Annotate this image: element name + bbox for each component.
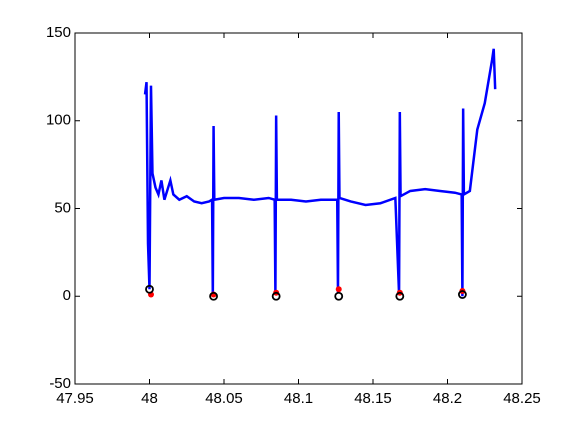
circle-marker	[145, 284, 154, 294]
circle-marker	[209, 291, 218, 301]
y-tick-label: -50	[49, 375, 71, 392]
x-tick-label: 48.25	[503, 390, 541, 407]
dot-marker	[335, 286, 342, 293]
y-tick-label: 50	[54, 199, 71, 216]
circle-marker	[271, 291, 281, 301]
x-tick-label: 47.95	[56, 390, 94, 407]
x-tick-label: 48.2	[433, 390, 462, 407]
x-tick-label: 48	[141, 390, 158, 407]
y-tick-label: 100	[46, 112, 71, 129]
y-tick-label: 150	[46, 24, 71, 41]
circle-marker	[334, 291, 344, 301]
circle-marker	[395, 291, 405, 301]
y-tick-label: 0	[63, 287, 71, 304]
x-tick-label: 48.05	[205, 390, 243, 407]
x-tick-label: 48.15	[354, 390, 392, 407]
x-tick-label: 48.1	[284, 390, 313, 407]
data-line	[143, 48, 497, 297]
circle-marker	[457, 290, 467, 299]
plot-frame	[74, 32, 523, 385]
